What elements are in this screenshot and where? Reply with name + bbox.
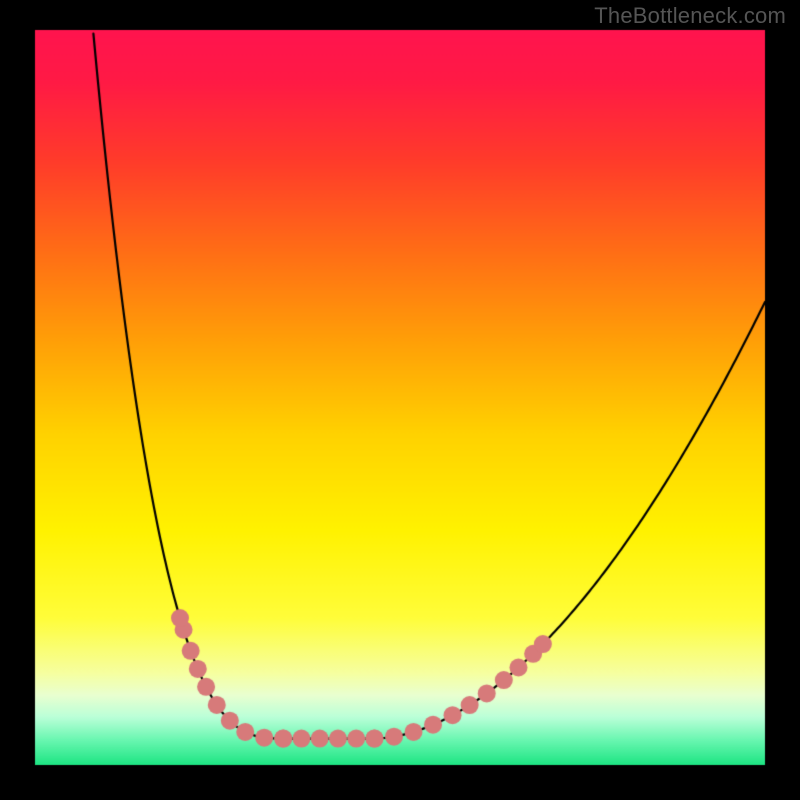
bottleneck-curve-chart [0, 0, 800, 800]
chart-stage: TheBottleneck.com [0, 0, 800, 800]
